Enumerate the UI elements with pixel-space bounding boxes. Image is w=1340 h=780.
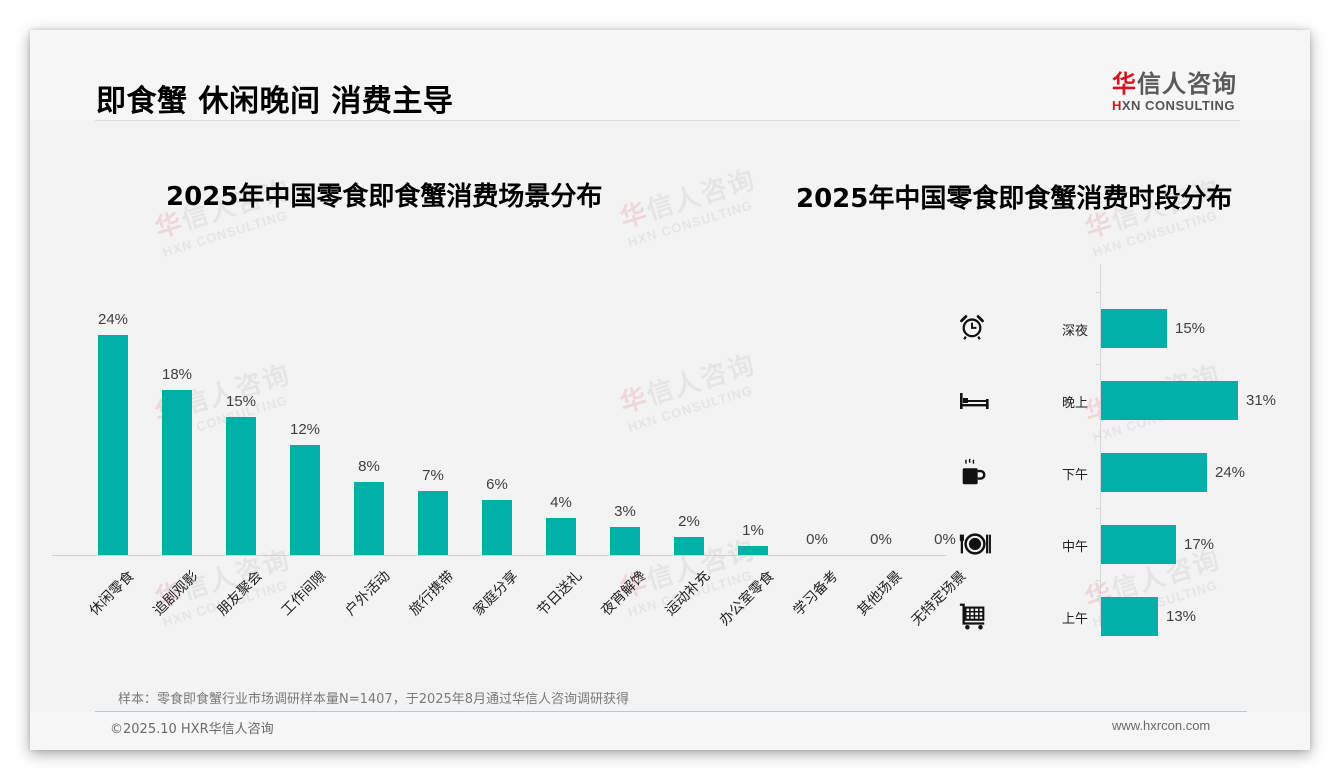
page-title: 即食蟹 休闲晚间 消费主导 [96,84,454,119]
bar-group: 2% 运动补充 [658,280,722,680]
bed-icon [958,385,990,417]
time-distribution-chart: 深夜 15% 晚上 31% 下午 24% 中午 17% 上午 13% [930,260,1290,660]
bar [290,445,320,555]
axis-tick [1096,508,1100,509]
slide-card: 华信人咨询 HXN CONSULTING 华信人咨询 HXN CONSULTIN… [30,30,1310,750]
category-label: 追剧观影 [150,568,202,620]
category-label: 节日送礼 [534,568,586,620]
category-label: 旅行携带 [406,568,458,620]
category-label: 夜宵解馋 [598,568,650,620]
category-label: 休闲零食 [86,568,138,620]
x-axis-baseline [52,555,946,556]
bar-group: 15% 朋友聚会 [210,280,274,680]
website-link[interactable]: www.hxrcon.com [1112,718,1211,733]
time-row: 晚上 31% [930,364,1290,437]
bar [98,335,128,555]
axis-tick [1096,436,1100,437]
category-label: 办公室零食 [716,568,778,629]
time-label: 晚上 [1062,396,1089,411]
bar-value-label: 18% [161,366,193,383]
time-row: 下午 24% [930,436,1290,509]
bar [1101,309,1167,348]
time-row: 上午 13% [930,580,1290,653]
bar-group: 4% 节日送礼 [530,280,594,680]
right-chart-title: 2025年中国零食即食蟹消费时段分布 [796,184,1233,214]
time-label: 上午 [1062,612,1089,627]
bar [610,527,640,555]
bar-value-label: 24% [1215,464,1246,481]
axis-tick [1096,364,1100,365]
bar-value-label: 15% [1175,320,1206,337]
category-label: 工作间隙 [278,568,330,620]
bar-group: 24% 休闲零食 [82,280,146,680]
bar-group: 3% 夜宵解馋 [594,280,658,680]
bar-value-label: 17% [1184,536,1215,553]
copyright: ©2025.10 HXR华信人咨询 [110,722,274,737]
bar-value-label: 0% [870,531,892,548]
bar-group: 0% 学习备考 [786,280,850,680]
bar [546,518,576,555]
bar [354,482,384,555]
time-label: 深夜 [1062,324,1089,339]
category-label: 户外活动 [342,568,394,620]
bar-value-label: 4% [550,494,572,511]
bar [674,537,704,555]
bar [1101,381,1238,420]
bar-value-label: 24% [97,311,129,328]
bar-value-label: 1% [742,522,764,539]
shopping-cart-icon [958,601,990,633]
coffee-cup-icon [958,457,990,489]
bar [226,417,256,555]
bar-value-label: 8% [358,458,380,475]
time-row: 中午 17% [930,508,1290,581]
bar-group: 8% 户外活动 [338,280,402,680]
footer-band [30,712,1310,750]
bar-group: 6% 家庭分享 [466,280,530,680]
bar [418,491,448,555]
header-band [30,30,1310,120]
bar [1101,597,1158,636]
scene-distribution-chart: 24% 休闲零食 18% 追剧观影 15% 朋友聚会 12% 工作间隙 8% 户外活动 7% 旅行携带… [52,280,969,680]
axis-tick [1096,292,1100,293]
category-label: 运动补充 [662,568,714,620]
time-label: 下午 [1062,468,1089,483]
bar [482,500,512,555]
bar-value-label: 0% [934,531,956,548]
bar-value-label: 15% [225,393,257,410]
bar-group: 0% 其他场景 [850,280,914,680]
bar-group: 7% 旅行携带 [402,280,466,680]
time-label: 中午 [1062,540,1089,555]
bar-value-label: 31% [1246,392,1277,409]
left-chart-title: 2025年中国零食即食蟹消费场景分布 [166,182,603,212]
bar-group: 18% 追剧观影 [146,280,210,680]
bar-value-label: 13% [1166,608,1197,625]
bar-value-label: 12% [289,421,321,438]
title-divider [95,120,1240,121]
plate-cutlery-icon [958,529,991,561]
time-row: 深夜 15% [930,292,1290,365]
category-label: 朋友聚会 [214,568,266,620]
bar-group: 12% 工作间隙 [274,280,338,680]
bar [162,390,192,555]
bar-value-label: 6% [486,476,508,493]
bar-value-label: 2% [678,513,700,530]
company-logo: 华信人咨询 HXN CONSULTING [1112,70,1237,113]
y-axis-line [1100,264,1101,626]
bar-value-label: 3% [614,503,636,520]
category-label: 学习备考 [790,568,842,620]
bar-value-label: 7% [422,467,444,484]
bar-value-label: 0% [806,531,828,548]
alarm-clock-icon [958,313,990,345]
bar [1101,453,1207,492]
bar-group: 0% 无特定场景 [909,280,978,680]
bar-group: 1% 办公室零食 [717,280,786,680]
bar [738,546,768,555]
sample-note: 样本：零食即食蟹行业市场调研样本量N=1407，于2025年8月通过华信人咨询调… [118,692,630,707]
bar [1101,525,1176,564]
axis-tick [1096,580,1100,581]
watermark: 华信人咨询 HXN CONSULTING [616,164,760,250]
category-label: 家庭分享 [470,568,522,620]
category-label: 其他场景 [854,568,906,620]
footer-divider [95,711,1247,712]
